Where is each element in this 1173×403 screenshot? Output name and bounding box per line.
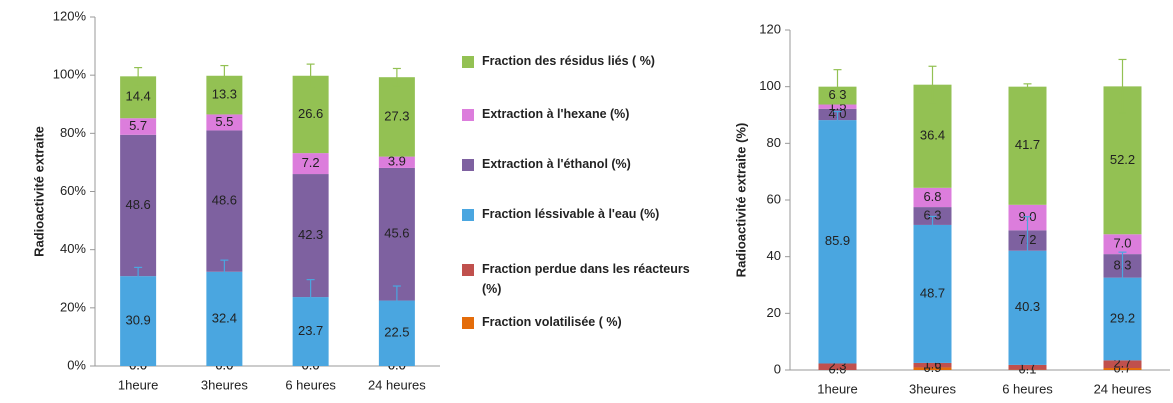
data-label: 30.9	[125, 313, 150, 328]
legend-entry: Fraction volatilisée ( %)	[462, 315, 707, 332]
data-label: 7.0	[1113, 236, 1131, 251]
legend-label: Fraction des résidus liés ( %)	[482, 54, 655, 68]
y-tick-label: 0	[774, 361, 781, 376]
bar-segment	[120, 276, 157, 366]
legend-label: Fraction perdue dans les réacteurs (%)	[482, 262, 690, 296]
data-label: 52.2	[1110, 152, 1135, 167]
bar-segment	[1008, 364, 1047, 370]
y-axis-label: Radioactivité extraite (%)	[733, 123, 748, 278]
legend-swatch	[462, 159, 474, 171]
bar-segment	[818, 104, 857, 109]
data-label: 7.2	[302, 155, 320, 170]
legend-label: Fraction léssivable à l'eau (%)	[482, 207, 660, 221]
y-tick-label: 60	[767, 191, 781, 206]
y-tick-label: 80%	[60, 125, 86, 140]
bar-segment	[913, 224, 952, 363]
bar-segment	[818, 363, 857, 370]
bar-segment	[120, 118, 157, 135]
bar-segment	[120, 134, 157, 277]
bar-segment	[913, 362, 952, 368]
y-tick-label: 20%	[60, 299, 86, 314]
x-tick-label: 1heure	[817, 381, 857, 396]
legend-entry: Fraction des résidus liés ( %)	[462, 54, 707, 71]
legend-swatch	[462, 209, 474, 221]
bar-segment	[378, 167, 415, 301]
x-tick-label: 1heure	[118, 377, 158, 392]
data-label: 36.4	[920, 128, 945, 143]
x-tick-label: 6 heures	[1002, 381, 1053, 396]
data-label: 40.3	[1015, 299, 1040, 314]
data-label: 14.4	[125, 89, 150, 104]
legend-swatch	[462, 56, 474, 68]
bar-segment	[206, 130, 243, 272]
data-label: 3.9	[388, 154, 406, 169]
legend-swatch	[462, 317, 474, 329]
bar-segment	[378, 156, 415, 168]
bar-segment	[1103, 234, 1142, 255]
data-label: 26.6	[298, 106, 323, 121]
data-label: 6.8	[923, 189, 941, 204]
bar-segment	[206, 114, 243, 131]
bar-segment	[292, 153, 329, 175]
y-tick-label: 100	[759, 78, 781, 93]
y-tick-label: 120%	[53, 8, 87, 23]
data-label: 48.7	[920, 285, 945, 300]
legend-entry: Fraction léssivable à l'eau (%)	[462, 207, 707, 224]
y-tick-label: 0%	[67, 357, 86, 372]
data-label: 13.3	[212, 87, 237, 102]
legend-entry: Extraction à l'hexane (%)	[462, 107, 707, 124]
legend-swatch	[462, 109, 474, 121]
legend-label: Extraction à l'éthanol (%)	[482, 157, 631, 171]
y-tick-label: 80	[767, 135, 781, 150]
legend-label: Fraction volatilisée ( %)	[482, 315, 622, 329]
data-label: 41.7	[1015, 137, 1040, 152]
x-tick-label: 3heures	[201, 377, 248, 392]
bar-segment	[913, 367, 952, 370]
x-tick-label: 6 heures	[285, 377, 336, 392]
x-tick-label: 3heures	[909, 381, 956, 396]
x-tick-label: 24 heures	[368, 377, 426, 392]
y-axis-label: Radioactivité extraite	[31, 126, 46, 257]
data-label: 48.6	[212, 193, 237, 208]
x-tick-label: 24 heures	[1094, 381, 1152, 396]
data-label: 48.6	[125, 197, 150, 212]
bar-segment	[1008, 86, 1047, 205]
data-label: 45.6	[384, 226, 409, 241]
data-label: 6.3	[923, 207, 941, 222]
bar-segment	[292, 75, 329, 154]
data-label: 85.9	[825, 233, 850, 248]
legend-swatch	[462, 264, 474, 276]
bar-segment	[206, 271, 243, 366]
y-tick-label: 120	[759, 21, 781, 36]
data-label: 42.3	[298, 227, 323, 242]
y-tick-label: 40%	[60, 241, 86, 256]
legend-label: Extraction à l'hexane (%)	[482, 107, 630, 121]
bar-segment	[913, 187, 952, 208]
data-label: 32.4	[212, 310, 237, 325]
bar-segment	[292, 174, 329, 298]
bar-segment	[1103, 368, 1142, 370]
legend-entry: Extraction à l'éthanol (%)	[462, 157, 707, 174]
y-tick-label: 100%	[53, 67, 87, 82]
data-label: 22.5	[384, 325, 409, 340]
legend-entry: Fraction perdue dans les réacteurs (%)	[462, 262, 707, 299]
data-label: 29.2	[1110, 310, 1135, 325]
data-label: 23.7	[298, 323, 323, 338]
data-label: 27.3	[384, 108, 409, 123]
y-tick-label: 20	[767, 305, 781, 320]
bar-segment	[1103, 360, 1142, 369]
y-tick-label: 40	[767, 248, 781, 263]
y-tick-label: 60%	[60, 183, 86, 198]
bar-segment	[378, 77, 415, 157]
bar-segment	[818, 120, 857, 364]
data-label: 5.7	[129, 118, 147, 133]
data-label: 5.5	[215, 114, 233, 129]
